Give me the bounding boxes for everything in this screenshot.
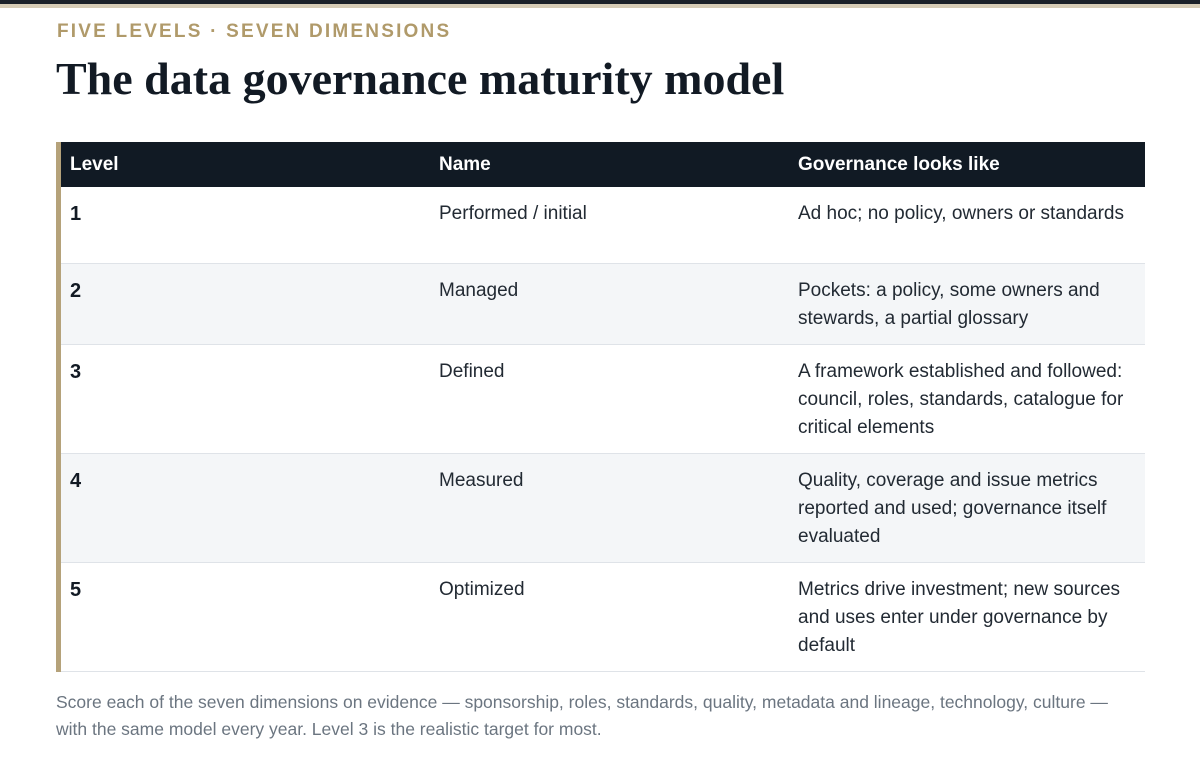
- column-header-name: Name: [439, 153, 491, 175]
- page-title: The data governance maturity model: [56, 53, 785, 104]
- level-name: Defined: [439, 361, 505, 382]
- level-name: Optimized: [439, 579, 525, 600]
- level-number: 3: [70, 361, 82, 383]
- level-description: Ad hoc; no policy, owners or standards: [798, 203, 1124, 224]
- level-description: Quality, coverage and issue metrics repo…: [798, 470, 1107, 547]
- level-name: Measured: [439, 470, 524, 491]
- top-rule-accent: [0, 4, 1200, 8]
- table-row: 5 Optimized Metrics drive investment; ne…: [61, 563, 1145, 672]
- table-header-row: Level Name Governance looks like: [61, 142, 1145, 187]
- level-number: 5: [70, 579, 82, 601]
- maturity-table-container: Level Name Governance looks like 1 Perfo…: [56, 142, 1150, 672]
- table-row: 1 Performed / initial Ad hoc; no policy,…: [61, 187, 1145, 264]
- footnote: Score each of the seven dimensions on ev…: [56, 691, 1108, 739]
- top-rule: [0, 0, 1200, 4]
- table-row: 4 Measured Quality, coverage and issue m…: [61, 453, 1145, 563]
- column-header-level: Level: [70, 153, 119, 175]
- column-header-description: Governance looks like: [798, 153, 1000, 175]
- level-name: Performed / initial: [439, 203, 587, 224]
- level-number: 1: [70, 203, 82, 225]
- level-number: 2: [70, 280, 82, 302]
- level-description: Pockets: a policy, some owners and stewa…: [798, 280, 1100, 329]
- table-row: 3 Defined A framework established and fo…: [61, 345, 1145, 454]
- level-number: 4: [70, 470, 82, 492]
- table-row: 2 Managed Pockets: a policy, some owners…: [61, 263, 1145, 345]
- kicker: FIVE LEVELS · SEVEN DIMENSIONS: [57, 21, 452, 42]
- level-name: Managed: [439, 280, 519, 301]
- level-description: A framework established and followed: co…: [798, 361, 1124, 438]
- maturity-table: Level Name Governance looks like 1 Perfo…: [61, 142, 1145, 672]
- level-description: Metrics drive investment; new sources an…: [798, 579, 1121, 656]
